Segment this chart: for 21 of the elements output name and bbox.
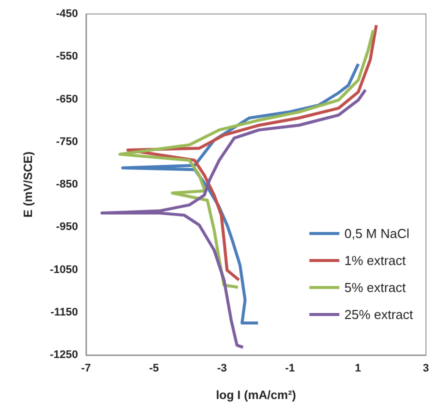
x-axis-title: log I (mA/cm²) xyxy=(216,388,296,402)
x-tick-label: -5 xyxy=(149,362,159,374)
y-tick-label: -1250 xyxy=(50,349,78,361)
legend-label: 25% extract xyxy=(344,307,414,322)
y-tick-label: -650 xyxy=(56,93,78,106)
legend-label: 0,5 M NaCl xyxy=(344,226,410,241)
legend-label: 1% extract xyxy=(344,253,406,268)
y-tick-label: -850 xyxy=(56,178,78,190)
x-tick-label: -3 xyxy=(217,362,227,374)
x-tick-label: -7 xyxy=(81,362,91,374)
y-axis-title: E (mV/SCE) xyxy=(21,151,35,218)
x-tick-label: -1 xyxy=(285,362,295,374)
y-tick-label: -1050 xyxy=(50,264,78,276)
y-tick-label: -750 xyxy=(56,136,78,148)
x-tick-label: 3 xyxy=(422,362,430,374)
y-tick-label: -950 xyxy=(56,221,78,234)
y-tick-label: -1150 xyxy=(50,306,78,318)
x-tick-label: 1 xyxy=(354,362,362,374)
y-tick-label: -450 xyxy=(56,8,78,20)
y-tick-label: -550 xyxy=(56,50,78,63)
legend-label: 5% extract xyxy=(344,280,406,295)
